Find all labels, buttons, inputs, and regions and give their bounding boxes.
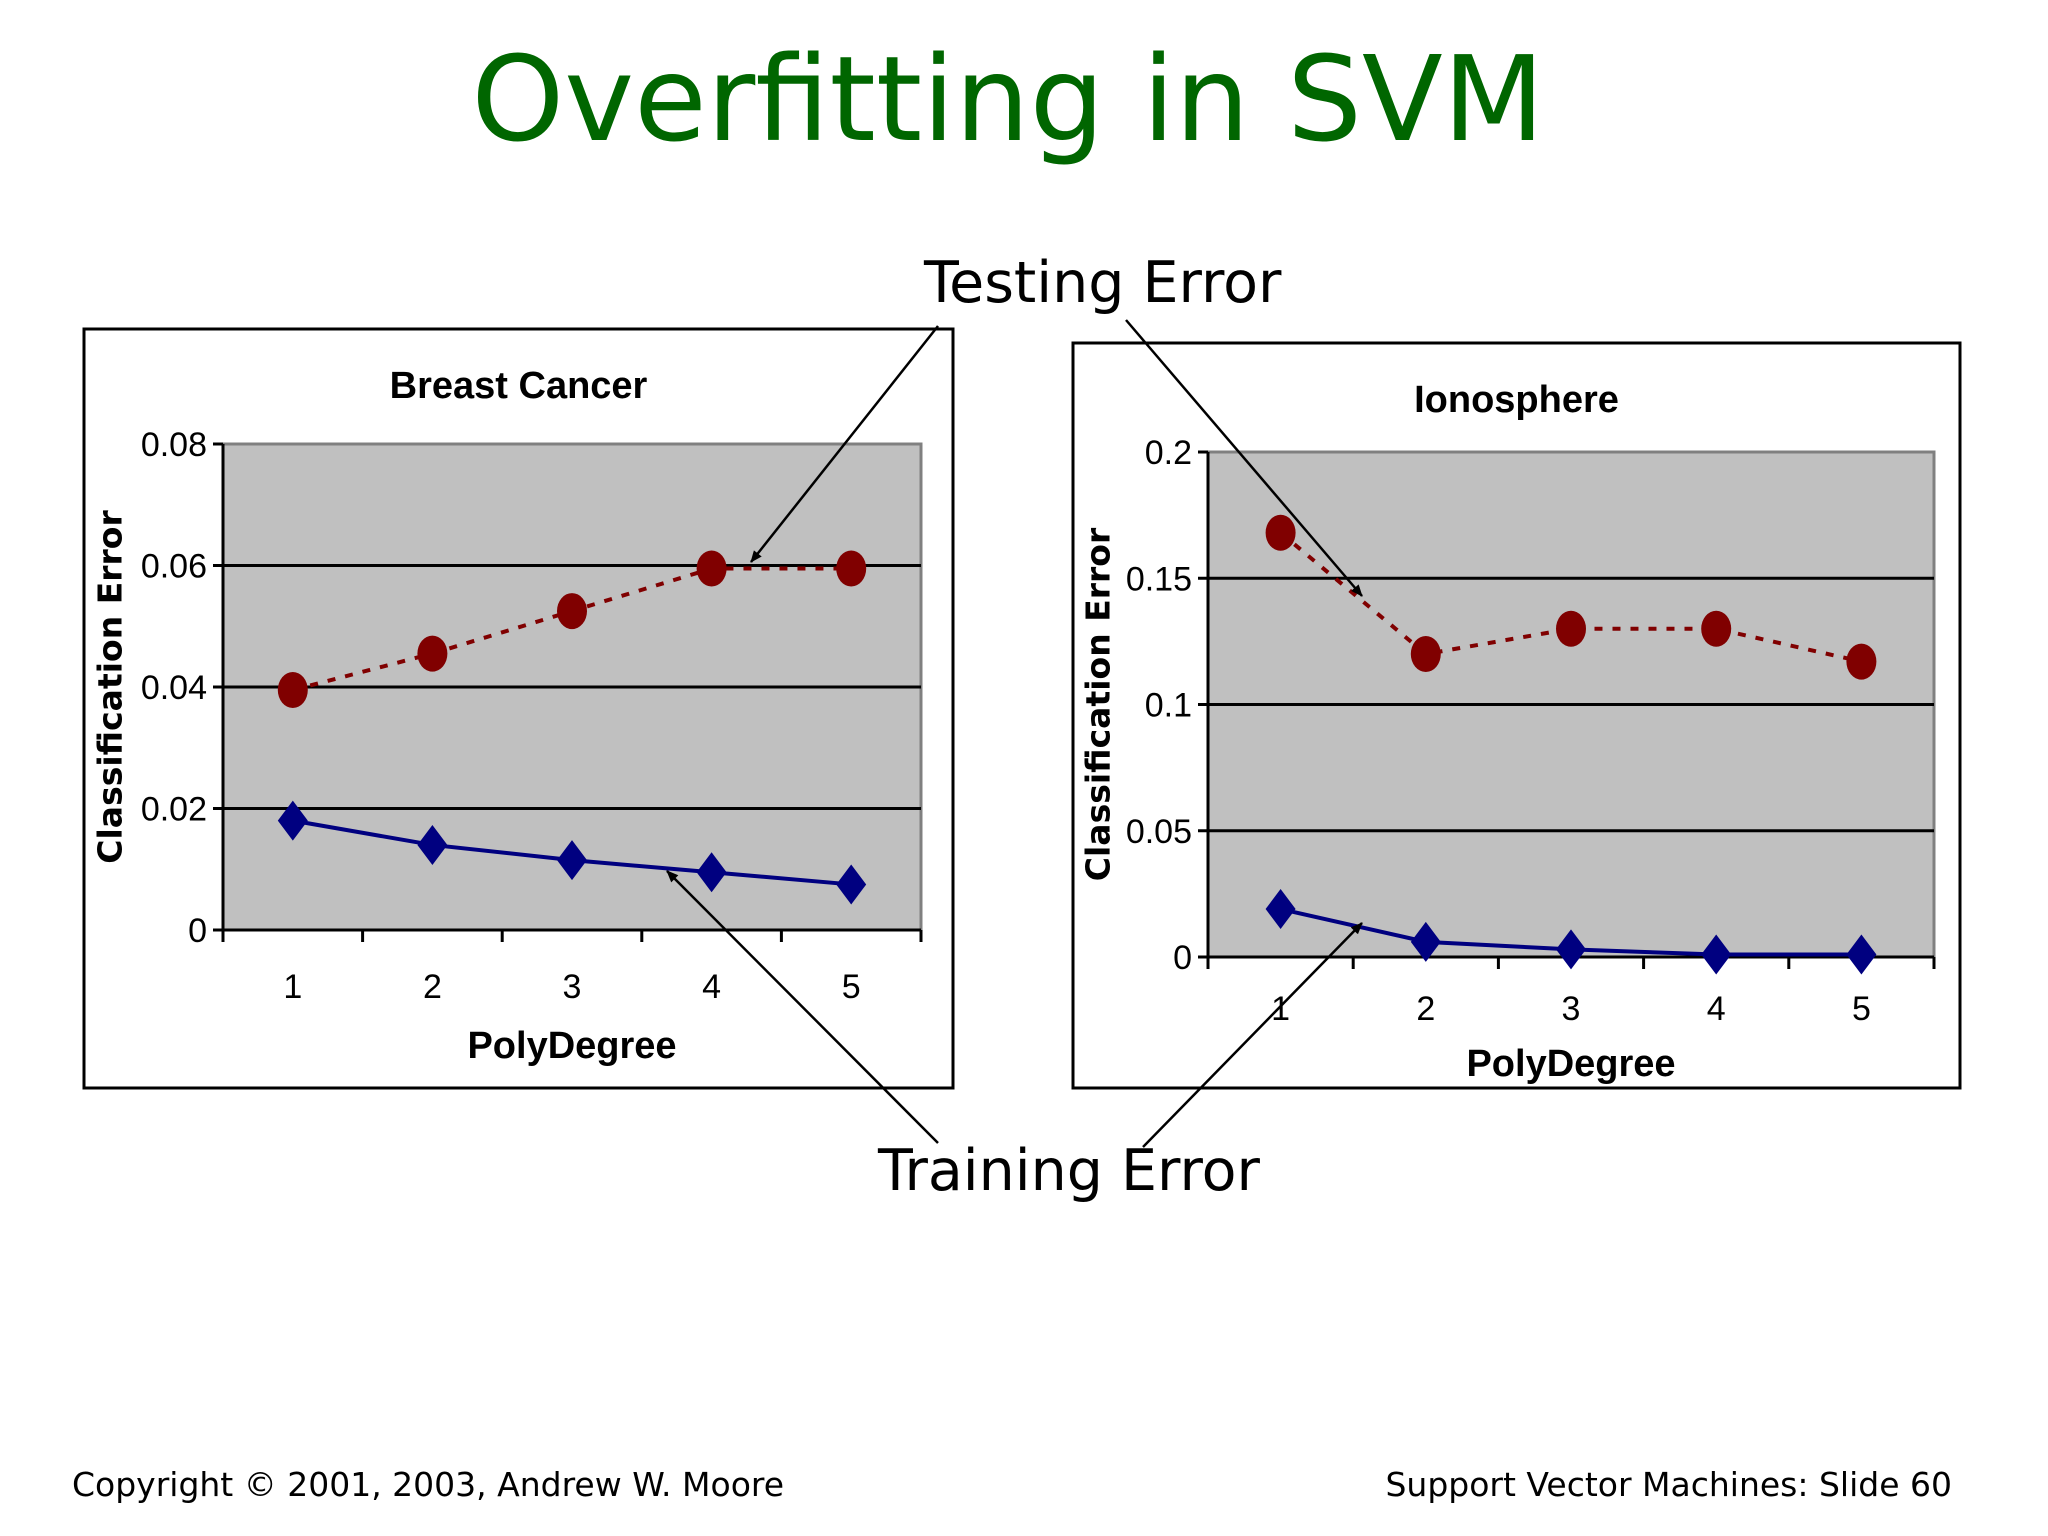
testing-error-point bbox=[1846, 643, 1877, 680]
training-error-point bbox=[836, 864, 867, 905]
slide-title: Overfitting in SVM bbox=[471, 30, 1545, 168]
x-tick-label: 5 bbox=[842, 968, 861, 1006]
y-tick-label: 0.04 bbox=[141, 669, 207, 707]
training-error-point bbox=[1701, 934, 1732, 975]
training-arrow-left bbox=[666, 870, 939, 1144]
testing-error-line bbox=[1279, 531, 1862, 664]
y-tick-label: 0.08 bbox=[141, 426, 207, 464]
testing-error-point bbox=[696, 550, 727, 587]
x-tick-label: 2 bbox=[1416, 990, 1435, 1028]
testing-arrow-left bbox=[750, 325, 939, 563]
y-tick-label: 0.2 bbox=[1145, 434, 1192, 472]
testing-error-point bbox=[1410, 636, 1441, 672]
y-tick-label: 0.06 bbox=[141, 548, 207, 586]
training-error-point bbox=[1410, 921, 1441, 962]
x-tick-label: 4 bbox=[1707, 990, 1726, 1028]
training-error-point bbox=[277, 800, 308, 841]
y-tick-label: 0 bbox=[188, 912, 207, 950]
x-tick-label: 3 bbox=[1562, 990, 1581, 1028]
training-error-point bbox=[1265, 889, 1296, 930]
chart-breast-cancer: 0 0.02 0.04 0.06 0.08 1 2 3 4 5 Breast Cancer PolyD… bbox=[82, 327, 955, 1090]
training-error-point bbox=[557, 840, 587, 881]
chart-title: Breast Cancer bbox=[390, 365, 648, 407]
footer-slide-number: Support Vector Machines: Slide 60 bbox=[1385, 1465, 1952, 1504]
y-tick-label: 0.15 bbox=[1126, 560, 1192, 598]
x-tick-label: 1 bbox=[1271, 990, 1290, 1028]
x-tick-label: 4 bbox=[702, 968, 721, 1006]
y-tick-label: 0.02 bbox=[141, 791, 207, 829]
x-tick-label: 2 bbox=[423, 968, 442, 1006]
training-error-point bbox=[1846, 934, 1877, 975]
training-error-point bbox=[1556, 929, 1586, 970]
testing-arrow-right bbox=[1125, 319, 1363, 597]
training-error-point bbox=[417, 824, 448, 865]
training-arrow-right bbox=[1142, 922, 1363, 1148]
testing-error-point bbox=[277, 672, 308, 709]
x-tick-label: 5 bbox=[1852, 990, 1871, 1028]
testing-error-point bbox=[1556, 610, 1586, 647]
testing-error-point bbox=[557, 593, 587, 630]
y-tick-label: 0 bbox=[1173, 939, 1192, 977]
chart-ionosphere: 0 0.05 0.1 0.15 0.2 1 2 3 4 5 Ionosphere PolyDegree… bbox=[1071, 341, 1962, 1090]
chart-title: Ionosphere bbox=[1414, 379, 1619, 421]
y-tick-label: 0.05 bbox=[1126, 813, 1192, 851]
testing-error-point bbox=[1265, 514, 1296, 551]
x-axis-label: PolyDegree bbox=[1466, 1043, 1675, 1085]
training-error-annotation: Training Error bbox=[878, 1138, 1260, 1204]
testing-error-annotation: Testing Error bbox=[924, 250, 1282, 316]
x-axis-label: PolyDegree bbox=[467, 1025, 676, 1067]
x-tick-label: 1 bbox=[283, 968, 302, 1006]
testing-error-point bbox=[417, 635, 448, 672]
y-axis-label: Classification Error bbox=[91, 510, 130, 864]
footer-copyright: Copyright © 2001, 2003, Andrew W. Moore bbox=[72, 1465, 785, 1504]
testing-error-point bbox=[836, 550, 867, 587]
testing-error-point bbox=[1701, 610, 1732, 647]
y-tick-label: 0.1 bbox=[1145, 687, 1192, 725]
y-axis-label: Classification Error bbox=[1079, 527, 1118, 881]
training-error-point bbox=[696, 852, 727, 893]
x-tick-label: 3 bbox=[563, 968, 582, 1006]
